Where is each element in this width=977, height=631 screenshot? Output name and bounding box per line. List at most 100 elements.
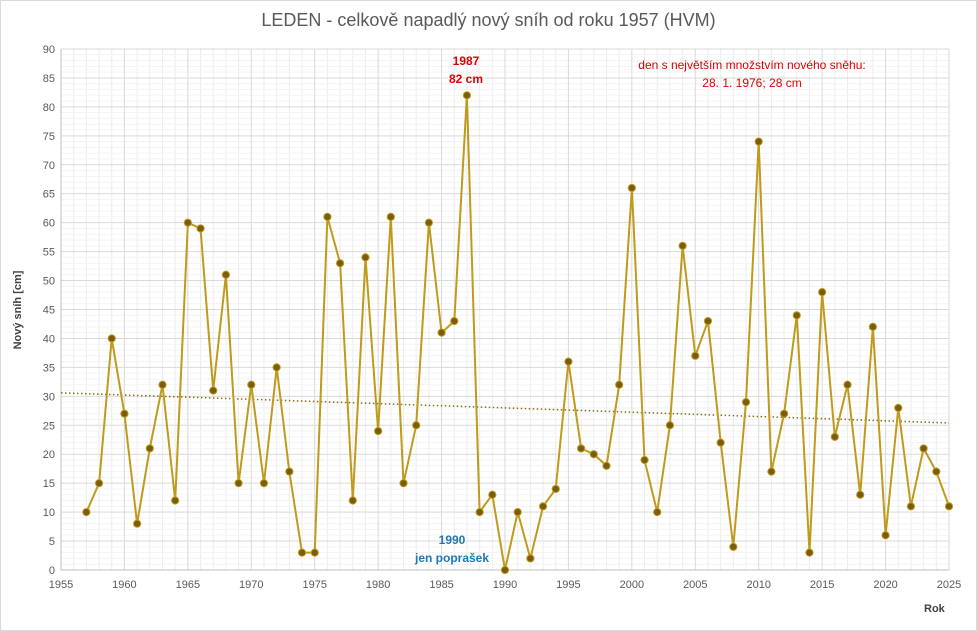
data-point bbox=[678, 241, 687, 250]
data-point bbox=[830, 432, 839, 441]
data-point bbox=[259, 479, 269, 488]
data-point bbox=[133, 519, 142, 528]
data-point bbox=[538, 502, 548, 511]
x-tick-label: 1965 bbox=[176, 579, 200, 591]
data-point bbox=[323, 212, 332, 221]
y-tick-label: 60 bbox=[43, 218, 55, 230]
data-point bbox=[944, 502, 954, 511]
data-point bbox=[209, 386, 218, 395]
y-tick-label: 5 bbox=[49, 536, 55, 548]
data-point bbox=[120, 409, 129, 418]
x-tick-label: 1985 bbox=[429, 579, 453, 591]
y-tick-label: 85 bbox=[43, 73, 55, 85]
annotation-max-day-line1: den s největším množstvím nového sněhu: bbox=[638, 58, 866, 72]
x-tick-label: 1980 bbox=[366, 579, 390, 591]
data-point bbox=[107, 334, 116, 343]
data-point bbox=[805, 548, 814, 557]
y-axis-label: Nový sníh [cm] bbox=[12, 270, 24, 350]
data-point bbox=[82, 508, 91, 517]
annotation-max-year: 1987 bbox=[452, 54, 480, 68]
x-tick-label: 2000 bbox=[620, 579, 644, 591]
y-tick-label: 75 bbox=[43, 131, 55, 143]
x-tick-label: 1970 bbox=[239, 579, 263, 591]
data-point bbox=[462, 91, 472, 100]
data-point bbox=[564, 357, 573, 366]
data-point bbox=[221, 270, 231, 279]
data-point bbox=[716, 438, 725, 447]
data-point bbox=[932, 467, 941, 476]
data-point bbox=[577, 444, 586, 453]
data-point bbox=[361, 253, 370, 262]
data-point bbox=[868, 322, 877, 331]
data-point bbox=[843, 380, 852, 389]
data-point bbox=[297, 548, 307, 557]
trendline bbox=[60, 392, 950, 424]
x-tick-label: 1990 bbox=[493, 579, 517, 591]
data-point bbox=[703, 316, 713, 326]
data-point bbox=[640, 455, 649, 465]
data-point bbox=[335, 259, 345, 268]
data-point bbox=[272, 363, 281, 372]
y-tick-label: 45 bbox=[43, 305, 55, 317]
x-axis-label: Rok bbox=[924, 603, 945, 615]
y-tick-label: 90 bbox=[43, 44, 55, 56]
data-point bbox=[653, 508, 662, 517]
y-tick-label: 20 bbox=[43, 449, 55, 461]
data-point bbox=[856, 490, 865, 499]
data-point bbox=[779, 409, 789, 418]
data-point bbox=[741, 398, 751, 407]
data-point bbox=[665, 421, 675, 430]
data-point bbox=[171, 496, 180, 505]
data-point bbox=[754, 137, 763, 146]
y-tick-label: 65 bbox=[43, 189, 55, 201]
data-point bbox=[196, 224, 205, 233]
annotation-max-value: 82 cm bbox=[448, 72, 484, 86]
x-tick-label: 2015 bbox=[810, 579, 834, 591]
data-point bbox=[729, 542, 738, 551]
y-tick-label: 50 bbox=[43, 276, 55, 288]
data-point bbox=[450, 316, 459, 326]
annotation-min-note: jen poprašek bbox=[414, 551, 490, 565]
data-point bbox=[348, 496, 357, 505]
y-tick-label: 15 bbox=[43, 478, 55, 490]
data-point bbox=[158, 380, 167, 389]
data-point bbox=[412, 421, 421, 430]
x-tick-label: 2005 bbox=[683, 579, 707, 591]
data-point bbox=[627, 183, 636, 193]
data-point bbox=[894, 403, 903, 413]
data-point bbox=[919, 444, 928, 453]
data-point bbox=[386, 212, 395, 221]
x-tick-label: 2025 bbox=[937, 579, 961, 591]
data-point bbox=[881, 531, 890, 540]
data-point bbox=[285, 467, 294, 476]
data-point bbox=[526, 554, 535, 563]
y-tick-label: 55 bbox=[43, 247, 55, 259]
data-point bbox=[589, 450, 598, 459]
data-point bbox=[500, 565, 510, 575]
data-point bbox=[437, 328, 446, 337]
data-point bbox=[615, 380, 624, 389]
annotation-max-day-line2: 28. 1. 1976; 28 cm bbox=[702, 76, 802, 90]
data-point bbox=[691, 351, 700, 360]
data-point bbox=[145, 444, 154, 453]
data-point bbox=[792, 311, 801, 320]
data-point bbox=[767, 467, 776, 476]
data-point bbox=[551, 484, 560, 494]
data-point bbox=[475, 508, 484, 517]
y-tick-label: 70 bbox=[43, 160, 55, 172]
data-point bbox=[234, 479, 243, 488]
x-tick-label: 1960 bbox=[112, 579, 136, 591]
y-tick-label: 35 bbox=[43, 362, 55, 374]
data-point bbox=[399, 479, 408, 488]
data-point bbox=[310, 548, 319, 557]
y-tick-label: 80 bbox=[43, 102, 55, 114]
data-point bbox=[374, 426, 383, 436]
data-point bbox=[424, 218, 433, 227]
annotation-min-year: 1990 bbox=[438, 533, 466, 547]
data-point bbox=[94, 479, 104, 488]
y-tick-label: 30 bbox=[43, 391, 55, 403]
data-point bbox=[247, 380, 256, 389]
y-tick-label: 25 bbox=[43, 420, 55, 432]
y-tick-label: 10 bbox=[43, 507, 55, 519]
data-point bbox=[602, 461, 611, 470]
